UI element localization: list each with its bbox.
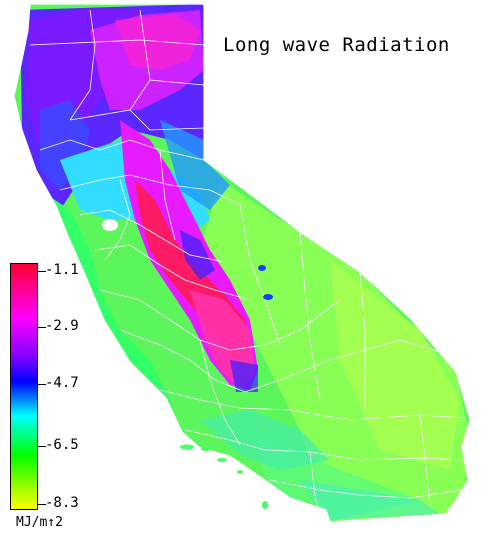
colorbar-tick-label: -1.1 [45, 262, 79, 278]
lake-mark-2 [258, 265, 266, 271]
units-label: MJ/m↑2 [16, 515, 63, 530]
colorbar-tick [38, 384, 46, 385]
lake-mark [263, 294, 273, 300]
colorbar-tick-label: -2.9 [45, 318, 79, 334]
colorbar [10, 263, 38, 510]
county-boundaries [29, 9, 466, 516]
colorbar-tick [38, 271, 46, 272]
colorbar-tick [38, 504, 46, 505]
state-outline [13, 3, 471, 523]
bay-area [102, 219, 118, 231]
colorbar-tick-label: -6.5 [45, 437, 79, 453]
colorbar-tick-label: -8.3 [45, 495, 79, 511]
colorbar-tick [38, 446, 46, 447]
channel-islands [180, 444, 268, 509]
colorbar-tick [38, 327, 46, 328]
map-title: Long wave Radiation [223, 34, 450, 56]
colorbar-tick-label: -4.7 [45, 375, 79, 391]
